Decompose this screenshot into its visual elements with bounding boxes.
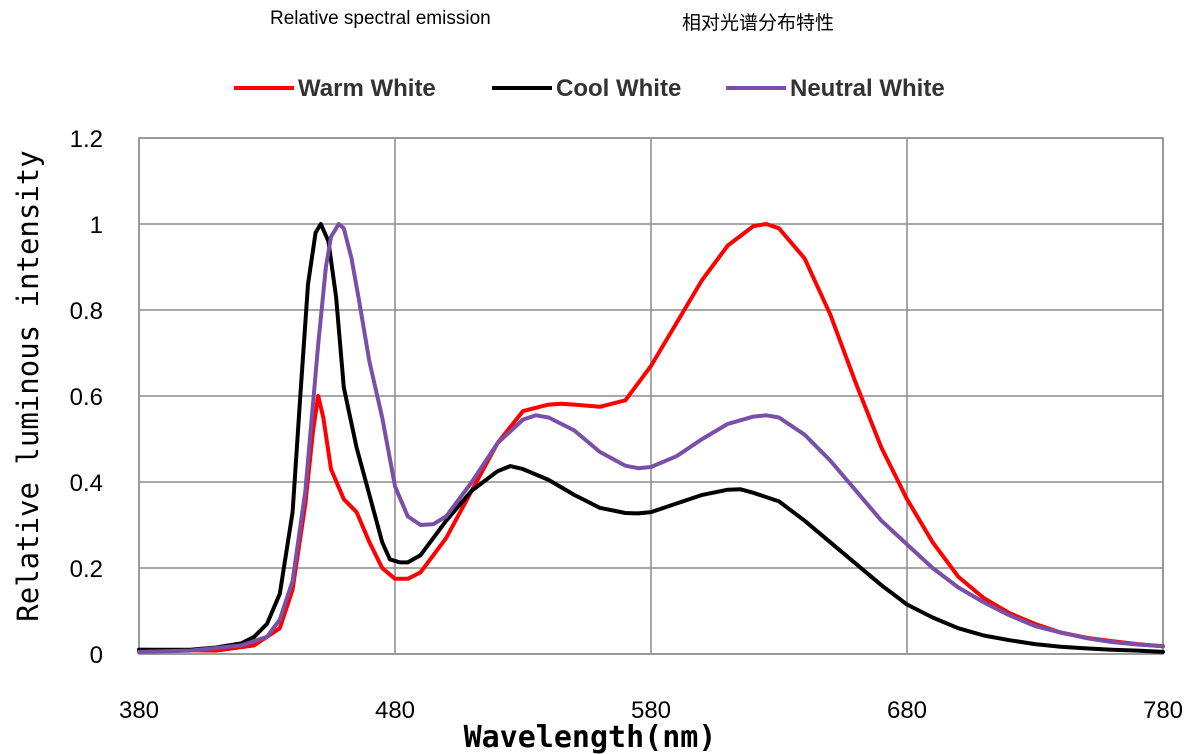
chart-title-english: Relative spectral emission xyxy=(270,8,491,29)
chart-title-chinese: 相对光谱分布特性 xyxy=(682,12,835,34)
x-tick-label-2: 580 xyxy=(631,697,671,724)
y-tick-label-2: 0.4 xyxy=(70,470,103,497)
series-line-neutral-white xyxy=(137,222,1165,654)
x-tick-label-4: 780 xyxy=(1143,697,1183,724)
y-axis-tick-labels: 0 0.2 0.4 0.6 0.8 1 1.2 xyxy=(70,126,103,669)
y-tick-label-5: 1 xyxy=(90,212,103,239)
plot-area-frame xyxy=(138,137,1164,655)
y-tick-label-3: 0.6 xyxy=(70,384,103,411)
legend: Warm White Cool White Neutral White xyxy=(234,75,945,102)
x-axis-tick-labels: 380 480 580 680 780 xyxy=(119,697,1183,724)
series-group xyxy=(137,222,1165,654)
series-line-warm-white xyxy=(137,222,1165,653)
x-tick-label-0: 380 xyxy=(119,697,159,724)
legend-label-1: Cool White xyxy=(556,75,681,102)
x-axis-title: Wavelength(nm) xyxy=(464,720,717,754)
y-tick-label-6: 1.2 xyxy=(70,126,103,153)
legend-label-2: Neutral White xyxy=(790,75,945,102)
x-tick-label-1: 480 xyxy=(375,697,415,724)
x-tick-label-3: 680 xyxy=(887,697,927,724)
y-axis-title: Relative luminous intensity xyxy=(11,150,45,621)
y-tick-label-4: 0.8 xyxy=(70,298,103,325)
legend-label-0: Warm White xyxy=(298,75,436,102)
series-line-cool-white xyxy=(137,222,1165,654)
y-tick-label-0: 0 xyxy=(90,642,103,669)
y-tick-label-1: 0.2 xyxy=(70,556,103,583)
